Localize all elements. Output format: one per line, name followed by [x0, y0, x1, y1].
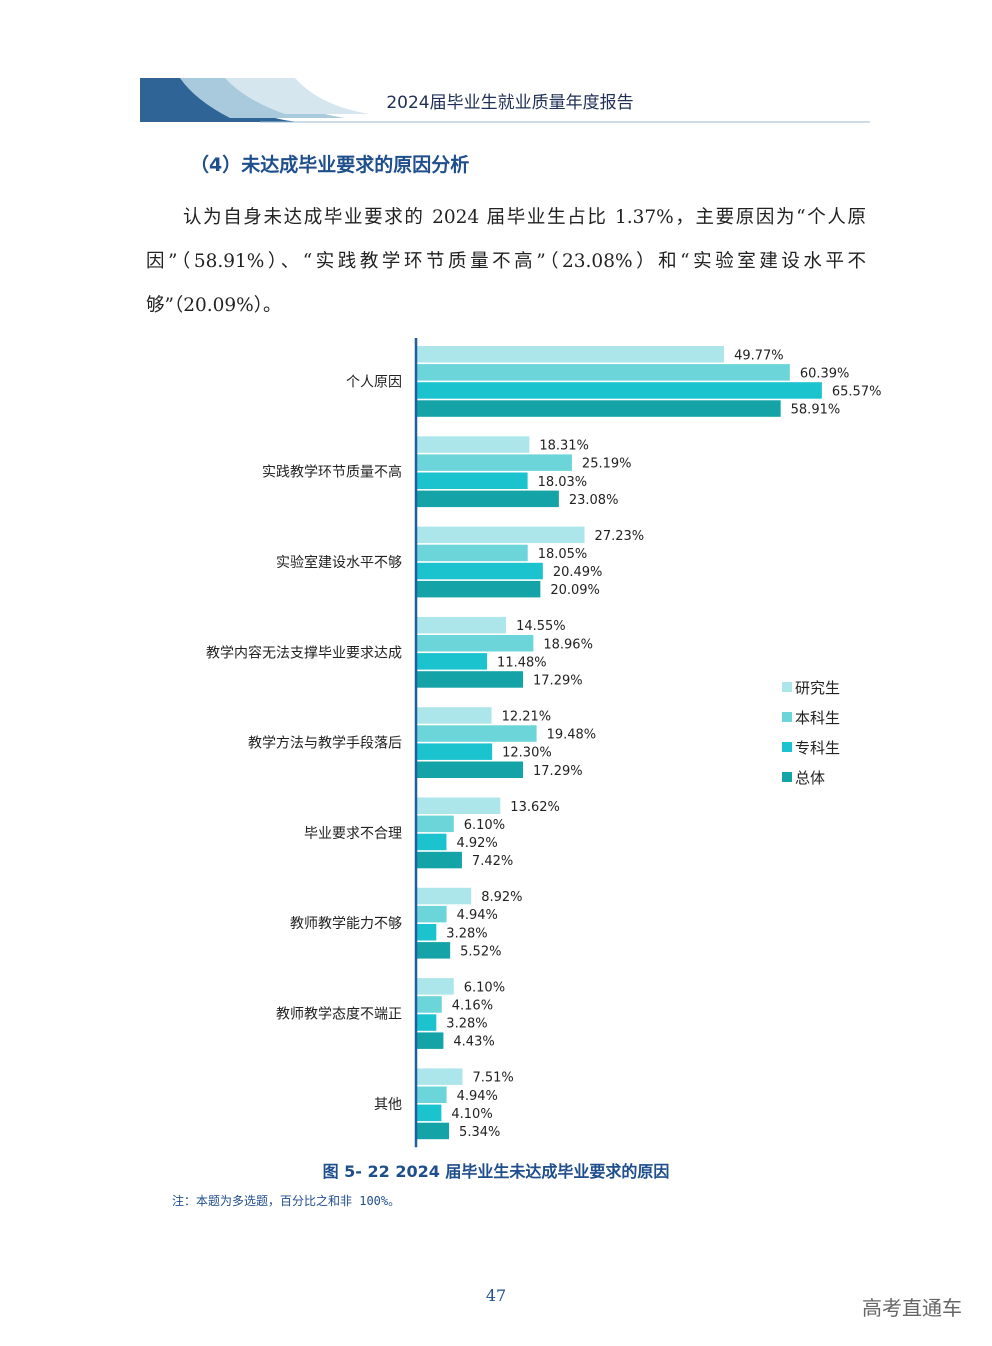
data-label: 8.92%: [481, 890, 522, 905]
legend-label: 专科生: [795, 739, 840, 757]
bar: [416, 400, 781, 417]
bar: [416, 833, 447, 851]
data-label: 60.39%: [800, 366, 850, 381]
bar: [416, 924, 437, 941]
data-label: 4.43%: [453, 1035, 494, 1050]
bar: [416, 905, 447, 923]
legend-swatch: [782, 682, 792, 692]
data-label: 6.10%: [464, 980, 505, 995]
legend-label: 研究生: [795, 679, 840, 697]
bar: [416, 851, 462, 869]
data-label: 4.94%: [457, 908, 498, 923]
data-label: 5.52%: [460, 944, 501, 959]
section-paragraph: 认为自身未达成毕业要求的 2024 届毕业生占比 1.37%，主要原因为“个人原…: [146, 207, 866, 316]
bar: [416, 346, 725, 363]
data-label: 12.30%: [502, 746, 552, 761]
data-label: 65.57%: [832, 384, 882, 399]
category-label: 实践教学环节质量不高: [262, 464, 402, 481]
legend-swatch: [782, 742, 792, 752]
data-label: 18.31%: [539, 439, 589, 454]
bar: [416, 526, 585, 544]
bar: [416, 797, 501, 814]
legend-label: 本科生: [795, 709, 840, 727]
legend-swatch: [782, 712, 792, 722]
data-label: 4.16%: [452, 998, 493, 1013]
bar: [416, 454, 572, 471]
watermark: 高考直通车: [862, 1296, 962, 1320]
data-label: 17.29%: [533, 673, 583, 688]
bar: [416, 1122, 450, 1140]
data-label: 14.55%: [516, 619, 566, 634]
bar: [416, 942, 451, 959]
legend-label: 总体: [795, 769, 825, 787]
data-label: 5.34%: [459, 1125, 500, 1140]
bar: [416, 635, 534, 652]
bar: [416, 1014, 437, 1031]
bar: [416, 580, 541, 598]
bar: [416, 1086, 447, 1103]
bar: [416, 671, 524, 688]
header-decoration: [140, 78, 870, 123]
bar: [416, 1068, 463, 1085]
bar: [416, 1104, 442, 1122]
category-label: 其他: [374, 1097, 402, 1113]
page-number: 47: [485, 1286, 507, 1305]
data-label: 4.10%: [451, 1107, 492, 1122]
section-title: （4）未达成毕业要求的原因分析: [190, 154, 470, 176]
data-label: 7.51%: [472, 1071, 513, 1086]
data-label: 19.48%: [547, 728, 597, 743]
data-label: 4.92%: [456, 836, 497, 851]
bar: [416, 725, 537, 742]
data-label: 3.28%: [446, 1017, 487, 1032]
data-label: 25.19%: [582, 457, 632, 472]
data-label: 58.91%: [791, 403, 841, 418]
data-label: 23.08%: [569, 493, 619, 508]
bar: [416, 436, 530, 453]
data-label: 18.03%: [538, 475, 588, 490]
bar: [416, 472, 528, 489]
bar: [416, 490, 559, 508]
data-label: 18.05%: [538, 547, 588, 562]
bar: [416, 562, 543, 580]
data-label: 18.96%: [543, 637, 593, 652]
bar: [416, 996, 442, 1013]
data-label: 6.10%: [464, 818, 505, 833]
category-label: 教师教学能力不够: [290, 916, 402, 932]
data-label: 11.48%: [497, 655, 547, 670]
data-label: 3.28%: [446, 926, 487, 941]
bar: [416, 653, 488, 670]
bar: [416, 743, 493, 760]
legend-swatch: [782, 772, 792, 782]
data-label: 4.94%: [457, 1089, 498, 1104]
bar: [416, 544, 528, 562]
bar: [416, 761, 524, 778]
bar: [416, 382, 822, 399]
category-label: 教师教学态度不端正: [276, 1007, 402, 1023]
bar: [416, 887, 472, 905]
category-label: 教学方法与教学手段落后: [248, 736, 402, 752]
bar: [416, 707, 492, 724]
bar: [416, 616, 507, 634]
chart-note: 注：本题为多选题，百分比之和非 100%。: [172, 1194, 401, 1208]
data-label: 20.09%: [550, 583, 600, 598]
category-label: 实验室建设水平不够: [276, 554, 402, 571]
chart-caption: 图 5- 22 2024 届毕业生未达成毕业要求的原因: [322, 1162, 670, 1181]
category-label: 个人原因: [346, 374, 402, 390]
bar: [416, 815, 454, 833]
bar: [416, 978, 454, 995]
bar: [416, 1032, 444, 1049]
data-label: 12.21%: [502, 709, 552, 724]
data-label: 17.29%: [533, 764, 583, 779]
data-label: 49.77%: [734, 348, 784, 363]
data-label: 20.49%: [553, 565, 603, 580]
bar-chart: 个人原因 49.77% 60.39% 65.57% 58.91% 实践教学环节质量不高 18…: [206, 338, 882, 1148]
category-label: 教学内容无法支撑毕业要求达成: [206, 644, 402, 661]
data-label: 13.62%: [510, 800, 560, 815]
data-label: 7.42%: [472, 854, 513, 869]
data-label: 27.23%: [595, 529, 645, 544]
bar: [416, 364, 790, 381]
header-title: 2024届毕业生就业质量年度报告: [386, 93, 634, 113]
category-label: 毕业要求不合理: [304, 826, 402, 842]
